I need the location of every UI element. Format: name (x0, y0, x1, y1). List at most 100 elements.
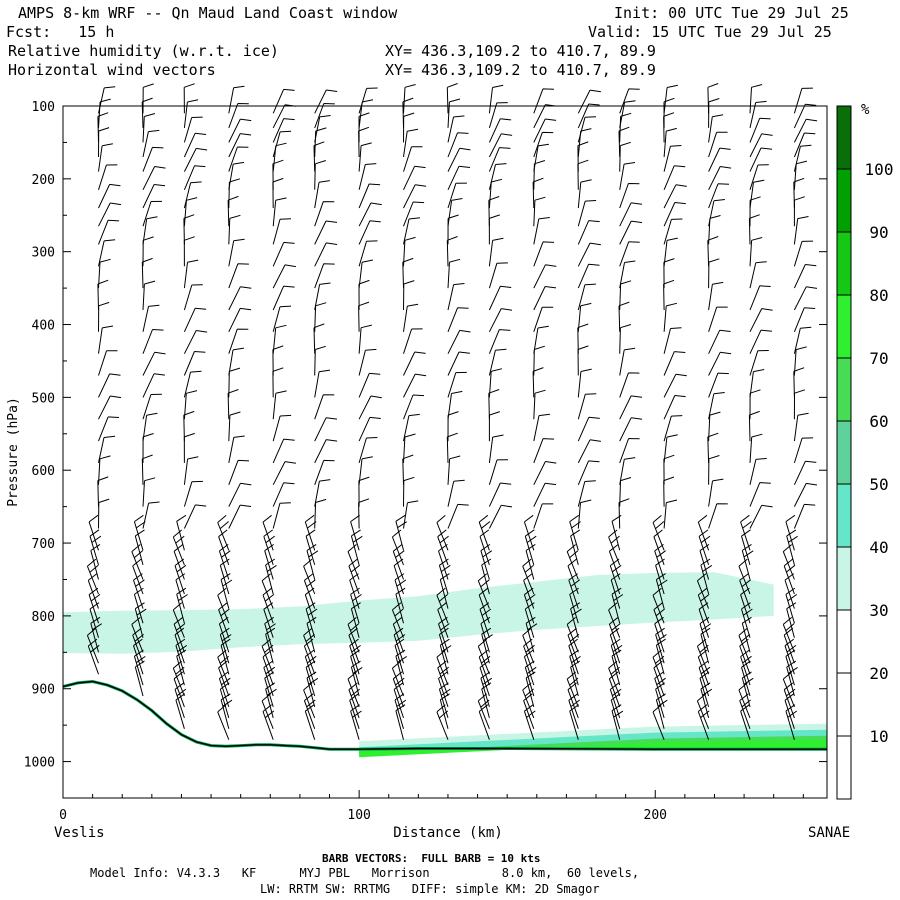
wind-barb (272, 414, 292, 442)
wind-barb (577, 460, 600, 485)
wind-barb (749, 237, 763, 267)
wind-barb (749, 133, 773, 158)
wind-barb (533, 241, 555, 267)
wind-barb (481, 558, 492, 595)
wind-barb (740, 587, 751, 624)
wind-barb (793, 503, 816, 529)
wind-barb (228, 307, 252, 333)
wind-barb (350, 587, 362, 624)
wind-barb (304, 649, 317, 686)
wind-barb (663, 218, 683, 245)
wind-barb (264, 671, 274, 708)
wind-barb (567, 627, 580, 664)
wind-barb (749, 84, 763, 114)
wind-barb (577, 128, 592, 158)
wind-barb (749, 100, 767, 129)
wind-barb (304, 587, 316, 624)
wind-barb (439, 638, 452, 675)
wind-barb (488, 84, 504, 114)
wind-barb (447, 258, 461, 289)
wind-barb (438, 682, 451, 719)
wind-barb (350, 704, 362, 740)
wind-barb (228, 328, 249, 354)
wind-barb (663, 202, 686, 227)
colorbar-segment (837, 358, 851, 421)
wind-barb (141, 454, 153, 485)
y-tick-label: 600 (32, 464, 55, 479)
wind-barb (700, 558, 713, 595)
wind-barb (349, 638, 361, 675)
wind-barb (619, 324, 632, 354)
wind-barb (305, 660, 316, 697)
wind-barb (533, 482, 557, 507)
x-tick-label: 100 (347, 808, 370, 823)
wind-barb (447, 307, 469, 332)
y-tick-label: 500 (32, 391, 55, 406)
wind-barb (447, 455, 461, 485)
wind-barb (272, 305, 292, 332)
xy-range-2: XY= 436.3,109.2 to 410.7, 89.9 (385, 61, 656, 79)
wind-barb (488, 147, 511, 172)
wind-barb (488, 504, 513, 529)
wind-barb (447, 147, 471, 172)
wind-barb (533, 503, 554, 529)
wind-barb (134, 660, 145, 697)
wind-barb (142, 304, 160, 332)
wind-barb (228, 482, 252, 507)
wind-barb (447, 214, 459, 245)
wind-barb (183, 99, 199, 128)
colorbar-tick-label: 20 (869, 664, 888, 683)
wind-barb (533, 264, 557, 289)
wind-barb (793, 346, 807, 376)
wind-barb (488, 434, 504, 463)
wind-barb (740, 514, 752, 551)
wind-barb (272, 88, 295, 114)
wind-barb (577, 263, 600, 289)
wind-barb (477, 693, 490, 729)
wind-barb (480, 616, 491, 653)
wind-barb (402, 257, 414, 289)
wind-barb (568, 693, 580, 729)
wind-barb (741, 529, 751, 566)
wind-barb (708, 281, 724, 311)
wind-barb (577, 499, 592, 529)
wind-barb (569, 514, 581, 551)
wind-barb (488, 348, 507, 376)
wind-barb (272, 367, 284, 398)
wind-barb (619, 162, 636, 190)
wind-barb (609, 682, 622, 719)
wind-barb (403, 373, 427, 398)
wind-barb (749, 504, 773, 529)
init-time: Init: 00 UTC Tue 29 Jul 25 (614, 4, 849, 22)
wind-barb (142, 129, 160, 158)
colorbar-tick-label: 50 (869, 475, 888, 494)
wind-barb (314, 498, 327, 529)
wind-barb (133, 514, 146, 551)
wind-barb (610, 573, 621, 609)
wind-barb (304, 704, 316, 740)
wind-barb (393, 682, 404, 719)
wind-barb (488, 262, 508, 289)
wind-barb (183, 480, 203, 507)
wind-barb (577, 200, 597, 227)
valid-time: Valid: 15 UTC Tue 29 Jul 25 (588, 23, 832, 41)
wind-barb (738, 682, 751, 719)
wind-barb (403, 217, 421, 245)
wind-barb (663, 499, 678, 529)
wind-barb (577, 302, 592, 332)
wind-barb (784, 693, 795, 729)
wind-barb (749, 433, 763, 463)
wind-barb (133, 649, 146, 686)
wind-barb (739, 638, 751, 675)
wind-barb (523, 693, 535, 729)
wind-barb (610, 638, 623, 675)
wind-barb (176, 587, 188, 624)
wind-barb (488, 133, 513, 158)
wind-barb (98, 455, 111, 485)
wind-barb (314, 103, 335, 129)
wind-barb (663, 415, 683, 442)
wind-barb (740, 704, 751, 740)
wind-barb (577, 242, 601, 267)
wind-barb (142, 146, 164, 172)
wind-barb (306, 543, 319, 580)
